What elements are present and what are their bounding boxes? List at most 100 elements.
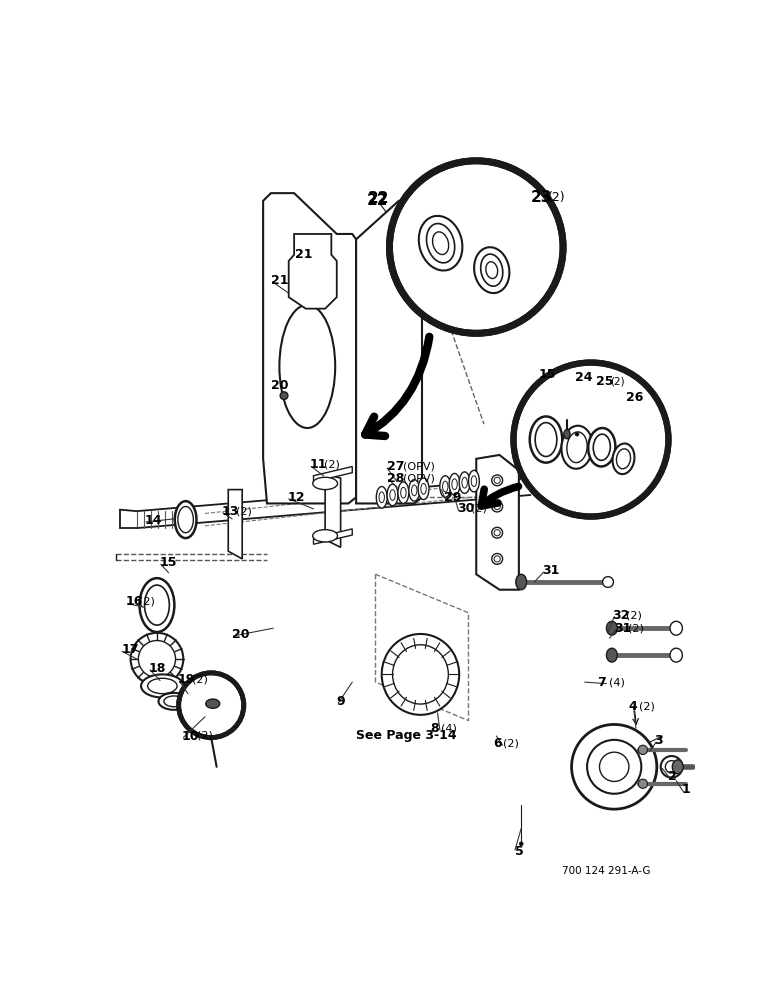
Text: 26: 26 [626,391,643,404]
Text: 22: 22 [367,191,389,206]
Text: 19: 19 [178,673,195,686]
Ellipse shape [206,699,220,708]
Text: 14: 14 [144,514,162,527]
Ellipse shape [158,693,189,710]
Text: 28: 28 [387,472,405,485]
Text: See Page 3-14: See Page 3-14 [356,730,457,742]
Text: 31: 31 [542,564,560,577]
Ellipse shape [603,577,614,587]
Ellipse shape [279,305,335,428]
Text: 32: 32 [612,609,629,622]
Text: (2): (2) [198,731,213,741]
Ellipse shape [607,621,618,635]
Text: (OPV): (OPV) [403,462,435,472]
Ellipse shape [492,527,503,538]
Circle shape [178,673,244,738]
Ellipse shape [140,578,174,632]
Ellipse shape [670,621,682,635]
Text: (2): (2) [139,596,155,606]
Ellipse shape [587,740,642,794]
Text: 23: 23 [530,190,552,205]
Text: (4): (4) [442,723,457,733]
Polygon shape [476,455,519,590]
Ellipse shape [588,428,615,466]
Text: 2: 2 [669,770,677,783]
Ellipse shape [492,475,503,486]
Ellipse shape [481,254,503,286]
Ellipse shape [313,477,337,490]
Polygon shape [229,490,242,559]
Text: 9: 9 [337,695,345,708]
Text: 31: 31 [615,622,631,635]
Text: 13: 13 [222,505,239,518]
Ellipse shape [516,574,527,590]
Text: (2): (2) [236,506,252,516]
Polygon shape [263,193,356,503]
Text: 17: 17 [121,643,139,656]
Ellipse shape [280,392,288,400]
Ellipse shape [174,501,197,538]
Ellipse shape [612,443,635,474]
Ellipse shape [130,633,183,685]
Ellipse shape [409,480,420,501]
Text: 20: 20 [232,628,249,641]
Ellipse shape [638,745,648,754]
Text: 25: 25 [597,375,614,388]
Text: 12: 12 [288,491,306,504]
Circle shape [389,161,563,333]
Ellipse shape [144,585,169,625]
Text: 27: 27 [387,460,405,473]
Ellipse shape [141,674,184,698]
Text: 21: 21 [271,274,289,287]
Ellipse shape [638,779,648,788]
Ellipse shape [418,478,429,500]
Text: 6: 6 [493,737,502,750]
Text: (OPV): (OPV) [403,473,435,483]
Text: (2): (2) [548,190,566,204]
Ellipse shape [376,487,387,508]
Text: 1: 1 [682,783,690,796]
Ellipse shape [440,476,451,497]
Ellipse shape [670,648,682,662]
FancyArrowPatch shape [365,337,429,436]
Ellipse shape [459,472,470,493]
Text: 3: 3 [655,734,663,747]
Ellipse shape [492,501,503,512]
FancyArrowPatch shape [481,486,519,506]
Polygon shape [375,574,469,721]
Text: 20: 20 [271,379,289,392]
Text: 29: 29 [444,491,461,504]
Ellipse shape [575,432,579,436]
Ellipse shape [607,648,618,662]
Ellipse shape [469,470,479,492]
Circle shape [513,363,669,517]
Ellipse shape [535,423,557,456]
Text: (2): (2) [191,675,208,685]
Text: 4: 4 [628,700,637,713]
Text: (2): (2) [323,460,340,470]
Ellipse shape [571,724,657,809]
Polygon shape [313,529,352,544]
Text: 15: 15 [538,368,556,381]
Ellipse shape [492,554,503,564]
Text: (2): (2) [471,504,486,514]
Ellipse shape [313,530,337,542]
Ellipse shape [561,426,593,469]
Text: 5: 5 [515,845,523,858]
Polygon shape [289,234,337,309]
Ellipse shape [418,216,462,271]
Text: 22: 22 [366,193,388,208]
Ellipse shape [387,484,398,506]
Ellipse shape [520,842,523,846]
Text: 10: 10 [181,730,199,742]
Text: 21: 21 [295,248,313,261]
Ellipse shape [593,434,611,460]
Ellipse shape [474,247,510,293]
Text: 18: 18 [148,662,166,675]
Text: 30: 30 [457,502,474,515]
Text: 15: 15 [160,556,178,569]
Ellipse shape [564,430,570,439]
Ellipse shape [530,416,562,463]
Text: (2): (2) [628,623,644,633]
Ellipse shape [398,482,409,503]
